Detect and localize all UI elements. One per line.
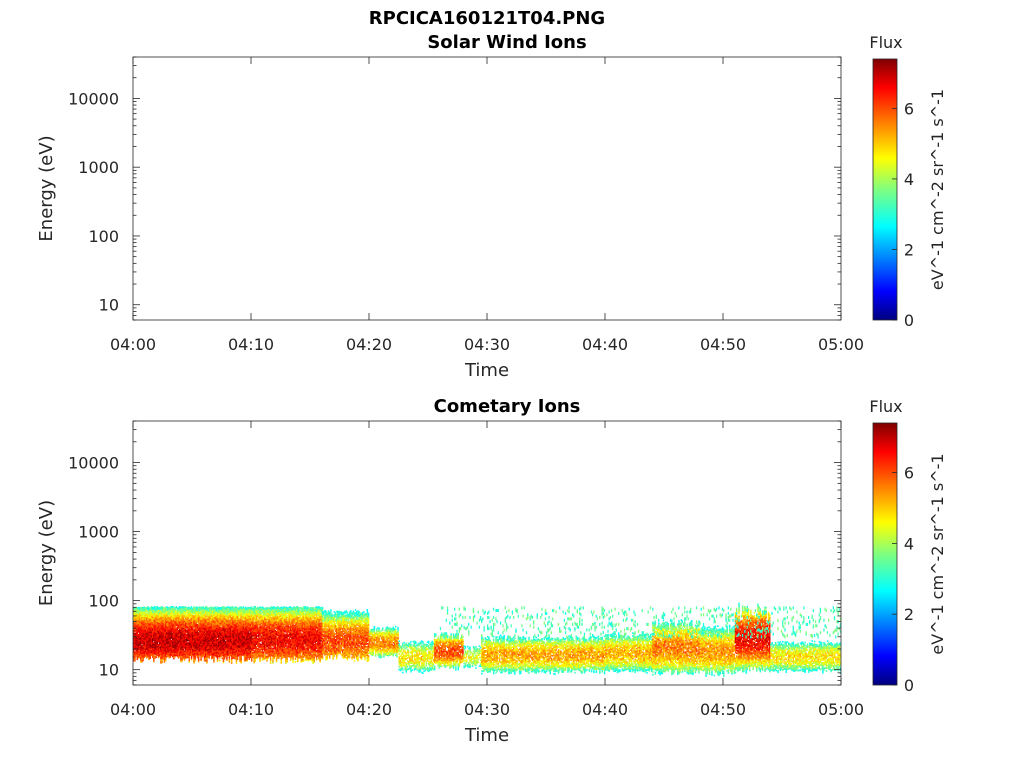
panel-solar-wind-ions: 04:00 04:10 04:20 04:30 04:40 04:50 05:00 Time 1…	[36, 32, 947, 381]
panel-title: Solar Wind Ions	[427, 32, 586, 53]
colorbar-title: Flux	[869, 33, 902, 52]
colorbar-tick-label: 2	[904, 605, 914, 624]
y-tick-label: 100	[88, 227, 119, 246]
spectrogram-segment-2	[321, 608, 370, 662]
x-tick-label: 04:10	[228, 700, 274, 719]
x-axis-label: Time	[464, 725, 509, 746]
y-tick-label: 1000	[78, 523, 119, 542]
y-axis: 10 100 1000 10000	[68, 420, 841, 686]
spectrogram-segment-5	[433, 632, 464, 671]
x-axis: 04:00 04:10 04:20 04:30 04:40 04:50 05:00	[110, 421, 864, 719]
spectrogram-image	[133, 602, 841, 677]
x-tick-label: 04:00	[110, 335, 156, 354]
x-tick-label: 04:50	[700, 335, 746, 354]
x-tick-label: 04:30	[464, 700, 510, 719]
y-tick-label: 100	[88, 592, 119, 611]
x-tick-label: 04:40	[582, 700, 628, 719]
colorbar-tick-label: 0	[904, 311, 914, 330]
spectrogram-segment-1	[251, 605, 324, 664]
colorbar-tick-label: 0	[904, 676, 914, 695]
panel-title: Cometary Ions	[434, 396, 581, 417]
x-tick-label: 04:20	[346, 335, 392, 354]
x-tick-label: 04:10	[228, 335, 274, 354]
colorbar-label: eV^-1 cm^-2 sr^-1 s^-1	[928, 453, 947, 654]
spectrogram-segment-8	[605, 632, 653, 674]
y-axis: 10 100 1000 10000	[68, 56, 841, 321]
spectrogram-segment-12	[770, 640, 841, 674]
spectrogram-segment-4	[398, 640, 435, 674]
y-tick-label: 10	[99, 296, 119, 315]
x-tick-label: 05:00	[818, 335, 864, 354]
panel-cometary-ions: 04:00 04:10 04:20 04:30 04:40 04:50 05:00 Time 1…	[36, 396, 947, 746]
x-axis: 04:00 04:10 04:20 04:30 04:40 04:50 05:00	[110, 57, 864, 354]
x-tick-label: 04:20	[346, 700, 392, 719]
colorbar-tick-label: 2	[904, 240, 914, 259]
colorbar-gradient	[872, 422, 898, 686]
colorbar-tick-label: 4	[904, 170, 914, 189]
colorbar-tick-label: 6	[904, 464, 914, 483]
spectrogram-segment-0	[133, 605, 253, 664]
spectrogram-segment-11	[734, 602, 771, 674]
x-tick-label: 05:00	[818, 700, 864, 719]
spectrogram-segment-9	[652, 619, 700, 676]
spectrogram-segment-10	[699, 624, 736, 677]
colorbar-tick-label: 4	[904, 534, 914, 553]
colorbar-tick-label: 6	[904, 99, 914, 118]
x-tick-label: 04:00	[110, 700, 156, 719]
figure-title: RPCICA160121T04.PNG	[369, 8, 605, 29]
x-tick-label: 04:30	[464, 335, 510, 354]
plot-frame	[132, 56, 842, 321]
y-tick-label: 10000	[68, 454, 119, 473]
x-tick-label: 04:50	[700, 700, 746, 719]
x-axis-label: Time	[464, 360, 509, 381]
y-axis-label: Energy (eV)	[36, 500, 57, 606]
y-axis-label: Energy (eV)	[36, 135, 57, 241]
spectrogram-sparse-points	[439, 606, 841, 639]
colorbar-title: Flux	[869, 397, 902, 416]
colorbar: 0 2 4 6 Flux eV^-1 cm^-2 sr^-1 s^-1	[869, 397, 947, 695]
spectrogram-segment-6	[463, 645, 482, 669]
colorbar-label: eV^-1 cm^-2 sr^-1 s^-1	[928, 89, 947, 290]
y-tick-label: 10000	[68, 89, 119, 108]
colorbar-gradient	[872, 58, 898, 321]
x-tick-label: 04:40	[582, 335, 628, 354]
colorbar: 0 2 4 6 Flux eV^-1 cm^-2 sr^-1 s^-1	[869, 33, 947, 330]
y-tick-label: 1000	[78, 158, 119, 177]
spectrogram-segment-7	[481, 634, 606, 676]
spectrogram-segment-3	[369, 625, 399, 659]
y-tick-label: 10	[99, 661, 119, 680]
